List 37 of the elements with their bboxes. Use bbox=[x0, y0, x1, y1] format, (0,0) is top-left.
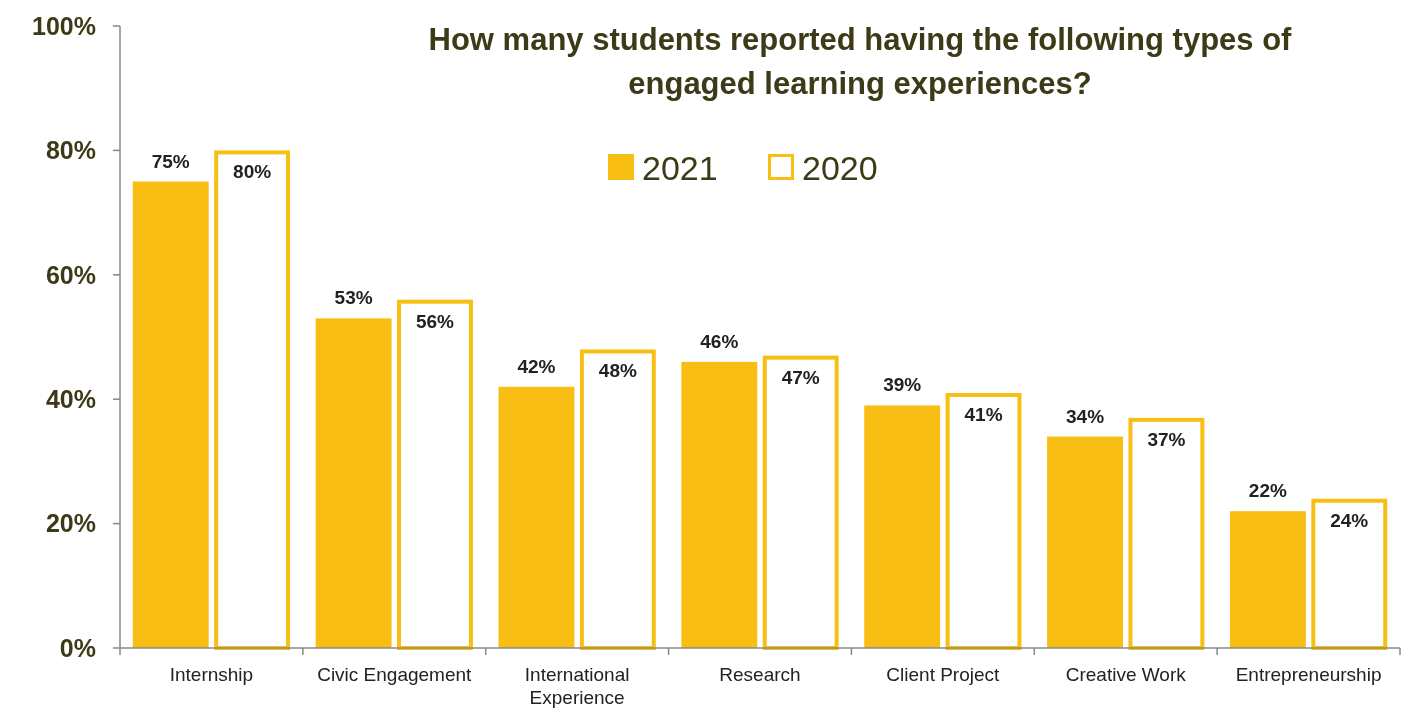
x-tick-label: Internship bbox=[169, 664, 254, 685]
bar bbox=[1229, 511, 1306, 648]
data-label: 39% bbox=[883, 374, 922, 396]
bar bbox=[681, 361, 758, 648]
data-label: 37% bbox=[1147, 428, 1186, 450]
y-tick-label: 100% bbox=[32, 11, 96, 40]
text: How many students reported having the following types of engaged learning experiences? bbox=[428, 22, 1293, 101]
data-label: 34% bbox=[1066, 405, 1105, 427]
data-label: 75% bbox=[151, 150, 190, 172]
bar bbox=[864, 405, 941, 648]
x-tick-label: Client Project bbox=[886, 664, 1001, 685]
y-tick-label: 80% bbox=[45, 136, 96, 165]
data-label: 48% bbox=[598, 360, 637, 382]
data-label: 41% bbox=[964, 403, 1003, 425]
data-label: 47% bbox=[781, 366, 820, 388]
bar bbox=[1047, 436, 1123, 648]
bar bbox=[315, 318, 392, 648]
x-tick-label: Research bbox=[719, 664, 801, 685]
y-tick-label: 0% bbox=[59, 633, 96, 662]
x-tick-label: Entrepreneurship bbox=[1235, 664, 1382, 685]
x-tick-label: International Experience bbox=[524, 664, 630, 708]
y-tick-label: 20% bbox=[45, 509, 96, 538]
y-tick-label: 40% bbox=[45, 384, 96, 413]
data-label: 22% bbox=[1248, 480, 1287, 502]
legend-label: 2020 bbox=[802, 148, 878, 187]
data-label: 24% bbox=[1330, 509, 1369, 531]
x-tick-label: Creative Work bbox=[1065, 664, 1187, 685]
data-label: 80% bbox=[233, 161, 272, 183]
data-label: 46% bbox=[700, 330, 739, 352]
data-label: 42% bbox=[517, 355, 556, 377]
legend-label: 2021 bbox=[642, 148, 718, 187]
bar bbox=[498, 386, 575, 648]
y-tick-label: 60% bbox=[45, 260, 96, 289]
data-label: 56% bbox=[415, 310, 455, 332]
bar bbox=[132, 181, 209, 648]
x-tick-label: Civic Engagement bbox=[317, 664, 473, 685]
data-label: 53% bbox=[334, 287, 373, 309]
